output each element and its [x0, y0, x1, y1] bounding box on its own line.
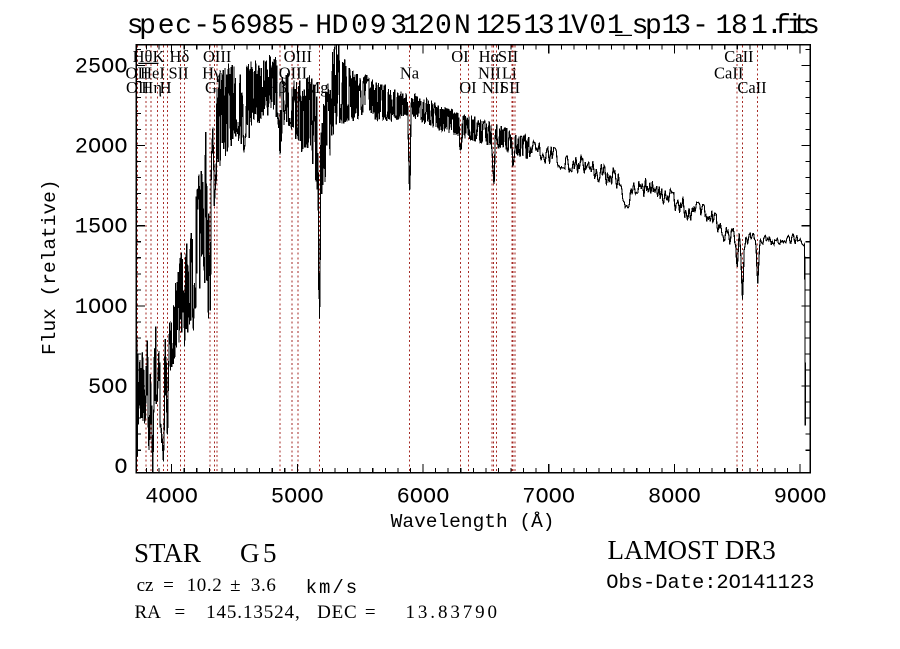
svg-text:SII: SII — [500, 78, 520, 97]
svg-text:8OOO: 8OOO — [648, 484, 701, 509]
svg-text:9OOO: 9OOO — [774, 484, 827, 509]
svg-text:Hα: Hα — [479, 47, 500, 66]
svg-text:Hη: Hη — [141, 78, 162, 97]
svg-text:CaII: CaII — [737, 78, 766, 97]
svg-text:Hβ: Hβ — [266, 78, 286, 97]
svg-text:7OOO: 7OOO — [522, 484, 575, 509]
svg-text:Hθ: Hθ — [133, 47, 153, 66]
svg-text:HeI: HeI — [140, 63, 165, 82]
svg-text:spec-56985-HD093120N125131V01_: spec-56985-HD093120N125131V01_sp13-181.f… — [127, 11, 820, 42]
svg-text:Hγ: Hγ — [202, 63, 221, 82]
svg-text:1OOO: 1OOO — [75, 295, 128, 320]
svg-text:H: H — [160, 78, 172, 97]
svg-text:OIII: OIII — [284, 47, 312, 66]
svg-text:5OO: 5OO — [88, 375, 128, 400]
svg-text:SII: SII — [169, 63, 189, 82]
svg-text:NII: NII — [478, 63, 501, 82]
svg-text:OIII: OIII — [203, 47, 231, 66]
svg-text:K: K — [153, 47, 165, 66]
svg-text:NII: NII — [482, 78, 505, 97]
svg-text:OIII: OIII — [279, 63, 307, 82]
svg-text:5OOO: 5OOO — [271, 484, 324, 509]
svg-text:4OOO: 4OOO — [145, 484, 198, 509]
svg-text:OII: OII — [126, 78, 149, 97]
svg-text:Hδ: Hδ — [170, 47, 190, 66]
svg-text:SII: SII — [498, 47, 518, 66]
svg-text:6OOO: 6OOO — [397, 484, 450, 509]
svg-text:CaII: CaII — [724, 47, 753, 66]
svg-text:2OOO: 2OOO — [75, 135, 128, 160]
svg-text:25OO: 25OO — [75, 54, 128, 79]
svg-text:OI: OI — [459, 78, 476, 97]
svg-text:CaII: CaII — [714, 63, 743, 82]
svg-text:Wavelength (Å): Wavelength (Å) — [391, 511, 555, 533]
svg-text:Mg: Mg — [306, 78, 329, 97]
svg-text:Flux (relative): Flux (relative) — [39, 179, 61, 355]
svg-text:Li: Li — [502, 63, 517, 82]
svg-text:G: G — [205, 78, 217, 97]
svg-text:OI: OI — [451, 47, 468, 66]
svg-text:OII: OII — [126, 63, 149, 82]
svg-text:O: O — [114, 455, 127, 480]
svg-text:15OO: 15OO — [75, 215, 128, 240]
svg-text:Na: Na — [400, 63, 420, 82]
